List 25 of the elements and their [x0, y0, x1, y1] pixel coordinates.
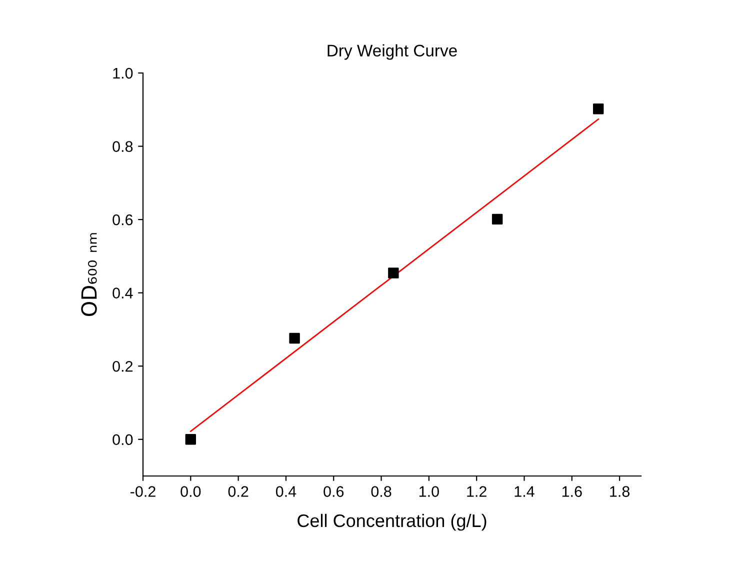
x-tick-label: 0.4 — [276, 486, 296, 497]
x-tick-label: 1.4 — [514, 486, 534, 497]
y-tick-label: 0.4 — [112, 288, 133, 299]
x-tick-label: 0.8 — [371, 486, 392, 497]
x-tick-label: 1.8 — [610, 486, 630, 497]
chart-title: Dry Weight Curve — [328, 44, 457, 60]
y-tick-label: 1.0 — [113, 68, 133, 79]
y-tick-label: 0.8 — [112, 141, 133, 152]
y-tick-label: 0.0 — [112, 434, 133, 446]
x-tick-label: 0.0 — [180, 486, 201, 497]
x-tick-label: 1.6 — [562, 486, 582, 497]
x-tick-label: 0.6 — [324, 486, 344, 497]
point — [289, 332, 300, 344]
x-tick-label: 1.0 — [419, 486, 439, 497]
x-axis-title: Cell Concentration (g/L) — [298, 514, 486, 531]
point — [592, 104, 604, 114]
y-tick-label: 0.6 — [112, 214, 133, 226]
y-tick-label: 0.2 — [112, 360, 133, 372]
x-tick-label: 1.2 — [467, 486, 486, 497]
x-tick-label: -0.2 — [130, 486, 156, 497]
point — [185, 434, 196, 445]
x-tick-label: 0.2 — [228, 486, 248, 497]
point — [492, 214, 503, 225]
y-axis-title: OD₆₀₀ ₙₘ — [81, 233, 97, 316]
point — [388, 268, 399, 278]
